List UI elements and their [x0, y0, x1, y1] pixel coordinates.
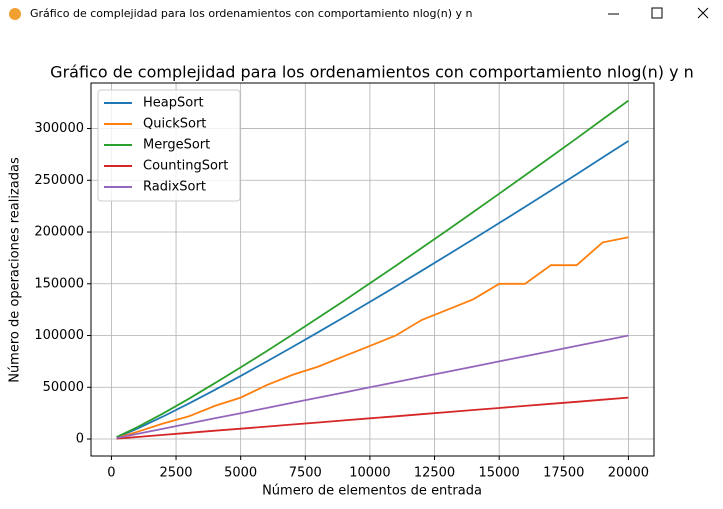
- x-tick-label: 7500: [289, 466, 322, 481]
- y-tick-label: 250000: [34, 173, 84, 188]
- series-line: [116, 396, 629, 440]
- legend-label: HeapSort: [143, 96, 204, 111]
- legend-label: MergeSort: [143, 138, 210, 153]
- x-tick-label: 15000: [478, 466, 519, 481]
- y-axis-label: Número de operaciones realizadas: [8, 157, 23, 383]
- y-tick-label: 150000: [34, 276, 84, 291]
- y-tick-label: 300000: [34, 121, 84, 136]
- y-tick-label: 0: [76, 432, 84, 447]
- legend-label: CountingSort: [143, 159, 228, 174]
- x-tick-label: 0: [107, 466, 115, 481]
- chart-title: Gráfico de complejidad para los ordenami…: [50, 63, 694, 82]
- x-tick-label: 20000: [608, 466, 649, 481]
- series-line: [116, 99, 629, 438]
- y-tick-label: 50000: [43, 380, 84, 395]
- legend-label: QuickSort: [143, 117, 206, 132]
- plot-frame: [90, 82, 655, 457]
- x-tick-label: 17500: [543, 466, 584, 481]
- window-title: Gráfico de complejidad para los ordenami…: [30, 7, 473, 20]
- y-tick-label: 100000: [34, 328, 84, 343]
- legend-label: RadixSort: [143, 180, 206, 195]
- app-icon: [9, 8, 21, 20]
- close-button[interactable]: [697, 7, 709, 19]
- title-bar: Gráfico de complejidad para los ordenami…: [9, 7, 709, 20]
- series-line: [116, 140, 629, 439]
- y-tick-label: 200000: [34, 225, 84, 240]
- maximize-button[interactable]: [651, 7, 663, 19]
- x-tick-label: 5000: [224, 466, 257, 481]
- series-line: [116, 334, 629, 439]
- x-tick-label: 12500: [414, 466, 455, 481]
- series-line: [116, 236, 629, 439]
- legend-box: [97, 89, 241, 202]
- x-axis-label: Número de elementos de entrada: [262, 484, 482, 499]
- x-tick-label: 2500: [159, 466, 192, 481]
- x-tick-label: 10000: [349, 466, 390, 481]
- legend: HeapSort QuickSort MergeSort CountingSort Ra…: [97, 89, 241, 202]
